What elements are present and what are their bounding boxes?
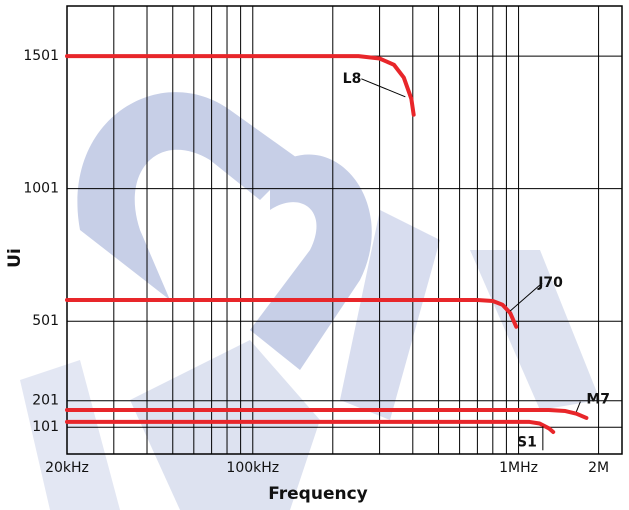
y-axis-label: Ui bbox=[5, 248, 25, 268]
x-tick-label: 2M bbox=[588, 460, 609, 476]
y-tick-label: 1001 bbox=[23, 181, 59, 197]
leader-line bbox=[361, 78, 406, 98]
plot: L8 J70 M7 S1 bbox=[65, 54, 610, 451]
y-tick-label: 501 bbox=[32, 313, 59, 329]
x-tick-label: 1MHz bbox=[499, 460, 538, 476]
series-label: M7 bbox=[586, 392, 610, 408]
x-axis-label: Frequency bbox=[268, 484, 368, 504]
series-label: S1 bbox=[517, 434, 537, 450]
series-label: L8 bbox=[343, 71, 362, 87]
x-tick-label: 100kHz bbox=[226, 460, 279, 476]
x-tick-label: 20kHz bbox=[45, 460, 89, 476]
watermark bbox=[20, 92, 600, 510]
leader-line bbox=[575, 401, 581, 412]
plot-frame bbox=[66, 5, 623, 455]
leader-line bbox=[509, 282, 543, 312]
line bbox=[65, 54, 416, 117]
y-tick-label: 1501 bbox=[23, 48, 59, 64]
line bbox=[65, 419, 556, 434]
line bbox=[65, 407, 589, 420]
line bbox=[65, 297, 519, 329]
y-tick-label: 201 bbox=[32, 393, 59, 409]
series-label: J70 bbox=[537, 275, 563, 291]
y-tick-label: 101 bbox=[32, 419, 59, 435]
